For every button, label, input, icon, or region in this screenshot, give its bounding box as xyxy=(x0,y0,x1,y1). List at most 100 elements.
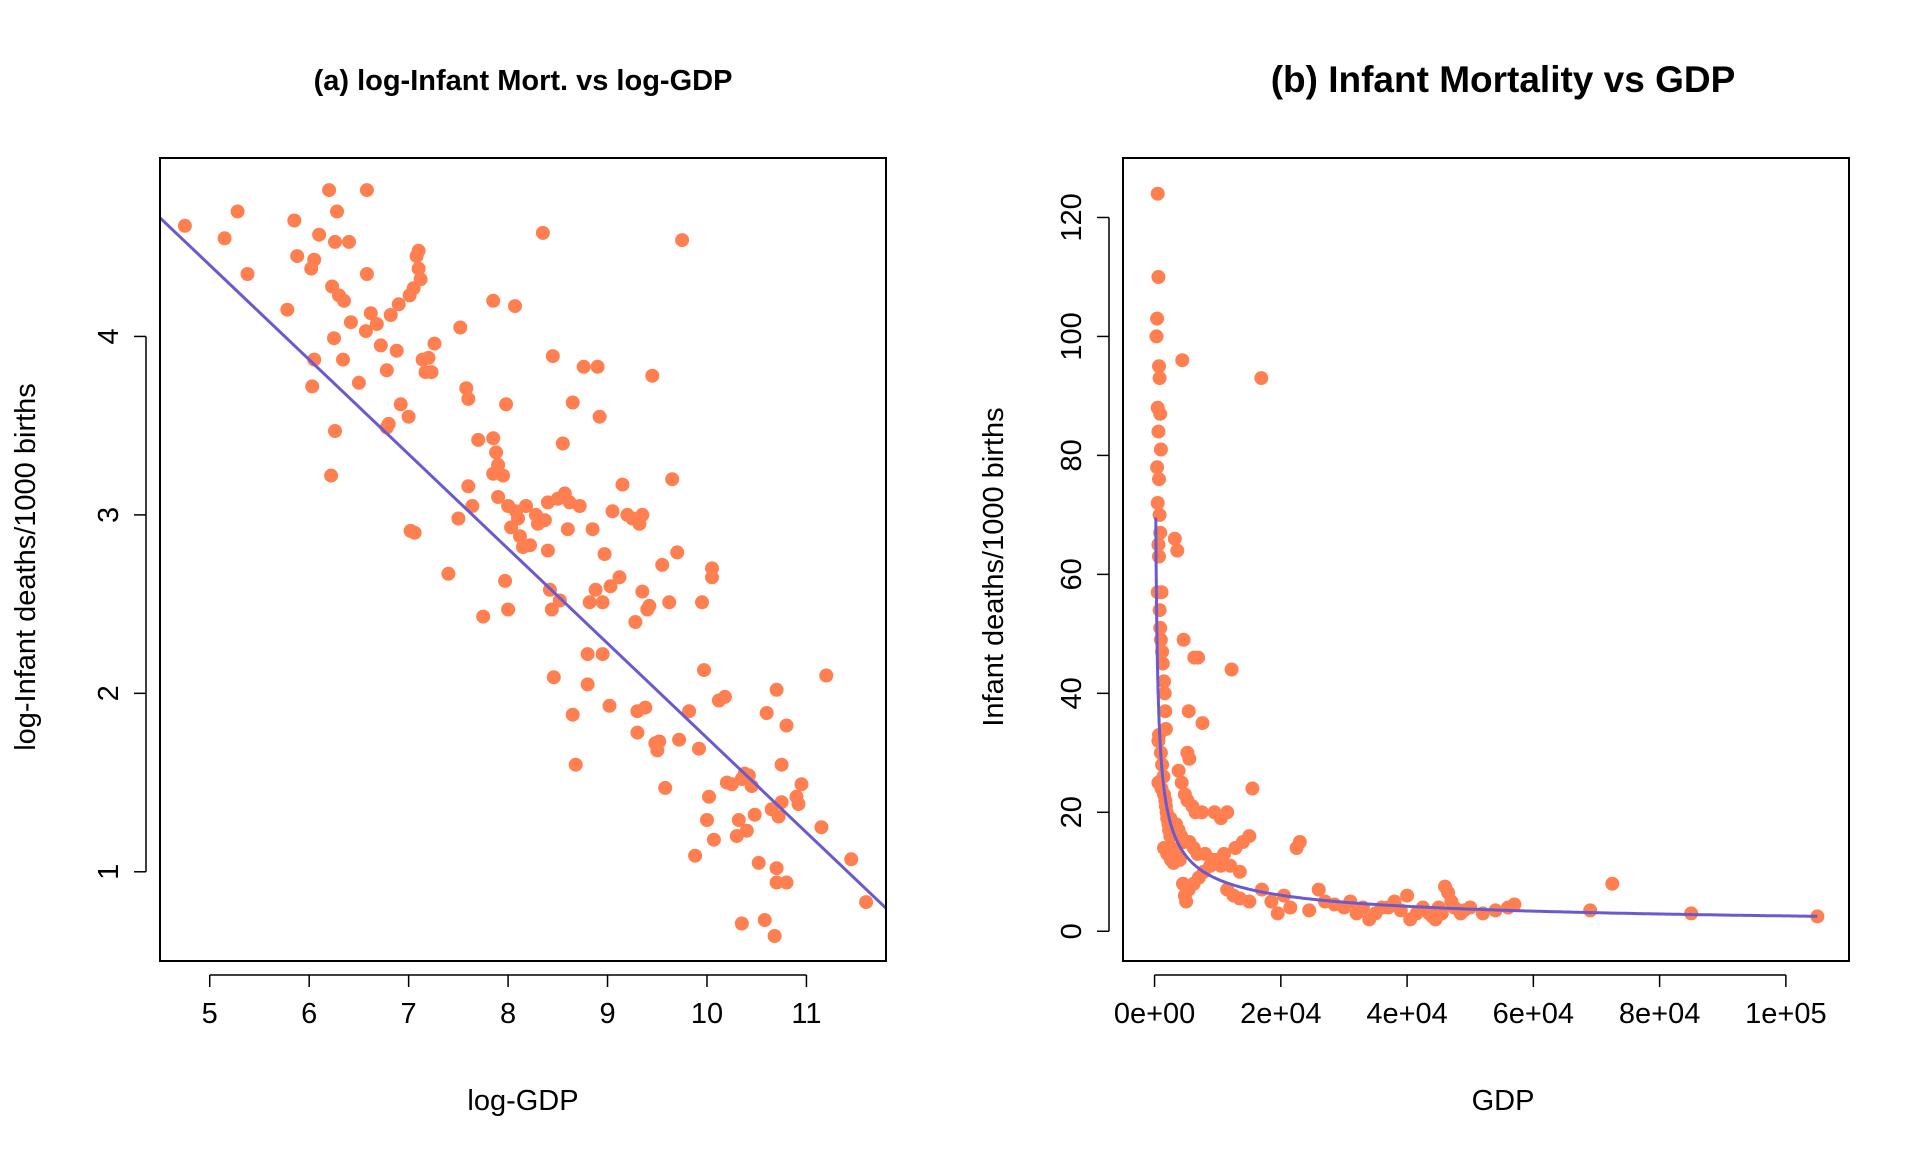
data-point xyxy=(662,595,677,610)
data-point xyxy=(635,584,650,599)
plot-frame xyxy=(1122,157,1850,962)
data-point xyxy=(1154,585,1169,600)
data-point xyxy=(545,349,560,364)
data-point xyxy=(453,320,468,335)
data-point xyxy=(705,561,719,576)
data-point xyxy=(1151,424,1166,439)
data-point xyxy=(1264,894,1279,909)
data-point xyxy=(552,593,567,608)
data-point xyxy=(1583,903,1598,918)
data-point xyxy=(1152,472,1166,487)
data-point xyxy=(240,267,255,281)
data-point xyxy=(1152,371,1167,386)
data-point xyxy=(177,218,192,233)
data-point xyxy=(336,352,350,367)
data-point xyxy=(695,595,709,610)
data-point xyxy=(379,363,394,378)
x-tick-label: 6e+04 xyxy=(1493,998,1574,1030)
data-point xyxy=(1157,686,1172,701)
data-point xyxy=(1166,852,1181,867)
data-point xyxy=(630,725,645,740)
data-point xyxy=(635,507,650,522)
data-point xyxy=(1153,406,1168,421)
fit-line xyxy=(160,216,886,910)
data-point xyxy=(511,511,525,526)
x-tick-label: 11 xyxy=(791,998,821,1030)
data-point xyxy=(590,359,605,374)
data-point xyxy=(383,308,398,322)
data-point xyxy=(1232,864,1247,879)
data-point xyxy=(359,183,374,198)
y-tick-label: 100 xyxy=(1056,312,1088,360)
data-point xyxy=(555,436,570,451)
data-point xyxy=(682,704,697,719)
data-point xyxy=(451,511,466,526)
x-tick-label: 4e+04 xyxy=(1366,998,1447,1030)
data-point xyxy=(1157,674,1171,689)
data-point xyxy=(658,780,673,795)
x-tick-label: 10 xyxy=(691,998,723,1030)
data-point xyxy=(523,538,537,553)
data-point xyxy=(359,267,374,281)
data-point xyxy=(655,557,670,572)
data-point xyxy=(1167,531,1182,546)
data-point xyxy=(1150,186,1165,201)
data-point xyxy=(1463,900,1478,915)
data-point xyxy=(1195,716,1210,731)
data-point xyxy=(280,302,295,317)
data-point xyxy=(471,432,486,447)
data-point xyxy=(1151,270,1166,284)
data-point xyxy=(1175,353,1190,368)
data-point xyxy=(381,416,396,431)
data-point xyxy=(582,595,597,610)
data-point xyxy=(688,848,703,863)
data-point xyxy=(706,832,721,847)
y-tick-label: 20 xyxy=(1056,796,1088,828)
data-point xyxy=(476,609,491,624)
scatter-points xyxy=(177,183,874,943)
data-point xyxy=(692,741,706,756)
data-point xyxy=(328,234,342,249)
y-tick-label: 2 xyxy=(93,685,125,701)
data-point xyxy=(498,573,513,588)
data-point xyxy=(697,663,711,678)
chart-title: (a) log-Infant Mort. vs log-GDP xyxy=(314,65,733,97)
x-tick-label: 5 xyxy=(202,998,218,1030)
x-tick-label: 1e+05 xyxy=(1745,998,1826,1030)
data-point xyxy=(1224,662,1239,677)
data-point xyxy=(700,813,714,827)
data-point xyxy=(1176,876,1190,891)
y-tick-label: 1 xyxy=(93,864,125,880)
data-point xyxy=(358,324,373,339)
data-point xyxy=(332,288,346,303)
data-point xyxy=(544,602,559,617)
data-point xyxy=(602,698,617,713)
data-point xyxy=(638,700,653,715)
data-point xyxy=(859,895,874,910)
data-point xyxy=(1194,805,1209,820)
y-tick-label: 0 xyxy=(1056,923,1088,939)
data-point xyxy=(1176,632,1191,647)
data-point xyxy=(342,234,356,249)
data-point xyxy=(1174,775,1189,790)
data-point xyxy=(1242,894,1257,909)
data-point xyxy=(217,231,232,246)
data-point xyxy=(363,306,378,321)
data-point xyxy=(771,809,786,824)
data-point xyxy=(576,359,591,374)
chart-panel-linear: (b) Infant Mortality vs GDP GDP Infant d… xyxy=(978,59,1850,1117)
data-point xyxy=(508,299,522,314)
data-point xyxy=(513,529,527,544)
data-point xyxy=(757,913,772,927)
y-tick-label: 3 xyxy=(93,507,125,523)
data-point xyxy=(1150,311,1165,326)
data-point xyxy=(814,820,829,835)
data-point xyxy=(1191,650,1206,665)
data-point xyxy=(393,397,408,412)
data-point xyxy=(519,499,533,513)
data-point xyxy=(1153,442,1168,457)
data-point xyxy=(779,718,794,733)
data-point xyxy=(769,682,784,697)
